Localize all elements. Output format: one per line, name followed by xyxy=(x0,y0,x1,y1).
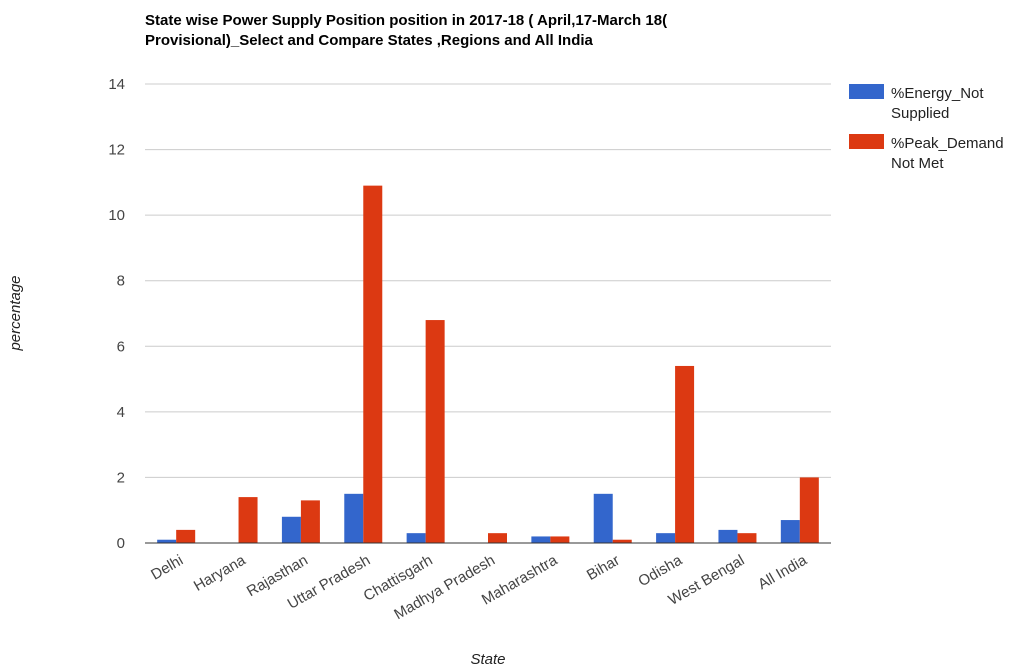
bar-energy-6 xyxy=(531,536,551,543)
bar-energy-9 xyxy=(718,529,738,543)
bar-peak-5 xyxy=(488,533,507,543)
chart-title-line-2: Provisional)_Select and Compare States ,… xyxy=(145,32,594,49)
legend-swatch-1 xyxy=(849,134,884,149)
bars xyxy=(157,185,819,543)
bar-energy-10 xyxy=(780,520,800,543)
legend-label-0-1: Supplied xyxy=(891,105,949,122)
bar-peak-0 xyxy=(176,529,196,543)
x-tick-label-0: Delhi xyxy=(148,552,186,584)
chart-title: State wise Power Supply Position positio… xyxy=(145,12,667,49)
bar-peak-3 xyxy=(363,185,383,543)
y-tick-label-0: 0 xyxy=(117,535,125,552)
y-tick-label-4: 8 xyxy=(117,273,125,290)
x-tick-label-8: Odisha xyxy=(635,551,685,590)
x-tick-label-7: Bihar xyxy=(584,552,623,584)
y-tick-label-5: 10 xyxy=(108,207,125,224)
y-tick-label-7: 14 xyxy=(108,76,125,93)
bar-energy-7 xyxy=(593,493,613,543)
bar-peak-8 xyxy=(675,365,695,543)
legend-label-1-0: %Peak_Demand xyxy=(891,135,1004,152)
y-axis-ticks: 0 2 4 6 8 10 12 14 xyxy=(108,76,125,552)
bar-peak-7 xyxy=(612,539,632,543)
bar-peak-10 xyxy=(799,477,819,543)
bar-energy-3 xyxy=(344,493,364,543)
x-tick-label-10: All India xyxy=(755,551,810,593)
bar-energy-8 xyxy=(656,533,676,543)
legend-swatch-0 xyxy=(849,84,884,99)
x-tick-label-1: Haryana xyxy=(191,551,249,594)
bar-peak-2 xyxy=(300,500,320,543)
legend-label-0-0: %Energy_Not xyxy=(891,85,984,102)
y-axis-label: percentage xyxy=(7,275,24,351)
bar-peak-9 xyxy=(737,533,757,543)
bar-peak-1 xyxy=(238,497,258,543)
bar-energy-2 xyxy=(281,516,301,543)
legend: %Energy_Not Supplied %Peak_Demand Not Met xyxy=(849,84,1004,172)
y-tick-label-2: 4 xyxy=(117,404,125,421)
y-tick-label-6: 12 xyxy=(108,142,125,159)
bar-peak-4 xyxy=(425,320,445,543)
y-tick-label-3: 6 xyxy=(117,338,125,355)
legend-label-1-1: Not Met xyxy=(891,155,944,172)
gridlines xyxy=(145,83,831,478)
x-axis-label: State xyxy=(470,651,505,668)
bar-energy-0 xyxy=(157,539,177,543)
bar-peak-6 xyxy=(550,536,570,543)
chart-title-line-1: State wise Power Supply Position positio… xyxy=(145,12,667,29)
bar-energy-4 xyxy=(406,533,426,543)
y-tick-label-1: 2 xyxy=(117,469,125,486)
